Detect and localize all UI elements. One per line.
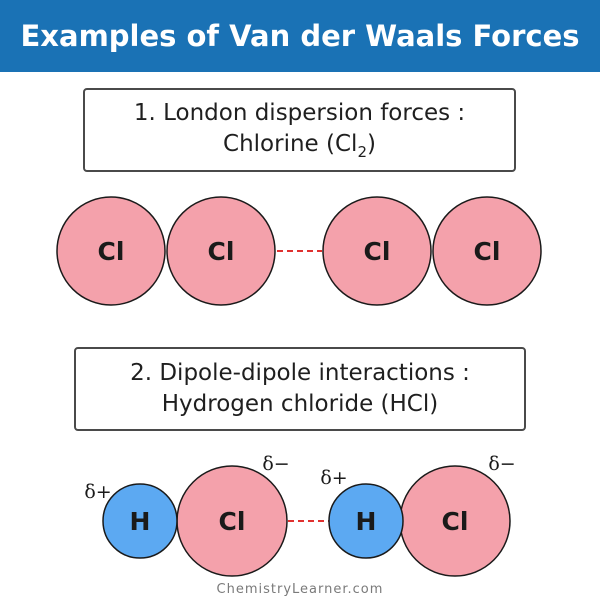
- hcl-hydrogen-atom-2: [328, 483, 404, 559]
- footer-brand: ChemistryLearner.com: [216, 582, 384, 597]
- partial-positive-charge-2: δ+: [320, 467, 347, 489]
- chlorine-atom-a: [56, 196, 166, 306]
- hcl-molecule-left: H Cl δ+ δ−: [84, 453, 290, 577]
- partial-negative-charge-2: δ−: [488, 453, 515, 475]
- partial-negative-charge-1: δ−: [262, 453, 289, 475]
- section-heading-london: 1. London dispersion forces :: [133, 100, 466, 126]
- hcl-hydrogen-atom-2-label: H: [356, 507, 377, 536]
- chlorine-label-prefix: Chlorine (Cl: [223, 131, 358, 157]
- section-subheading-hcl: Hydrogen chloride (HCl): [161, 391, 439, 417]
- hcl-chlorine-atom-1-label: Cl: [219, 507, 246, 536]
- section-subheading-chlorine: Chlorine (Cl2): [223, 129, 376, 162]
- hcl-chlorine-atom-2-label: Cl: [442, 507, 469, 536]
- hcl-molecule-right: H Cl δ+ δ−: [320, 453, 516, 577]
- section-box-dipole: 2. Dipole-dipole interactions : Hydrogen…: [74, 347, 526, 431]
- chlorine-subscript: 2: [357, 143, 367, 161]
- section-heading-dipole: 2. Dipole-dipole interactions :: [130, 360, 470, 386]
- hcl-hydrogen-atom-1: [102, 483, 178, 559]
- chlorine-atom-c-label: Cl: [364, 237, 391, 266]
- chlorine-atom-b-label: Cl: [208, 237, 235, 266]
- partial-positive-charge-1: δ+: [84, 481, 111, 503]
- chlorine-molecule-right: Cl Cl: [322, 196, 542, 306]
- chlorine-atom-a-label: Cl: [98, 237, 125, 266]
- chlorine-molecule-left: Cl Cl: [56, 196, 276, 306]
- section-box-london: 1. London dispersion forces : Chlorine (…: [83, 88, 516, 172]
- page-title: Examples of Van der Waals Forces: [20, 19, 580, 53]
- chlorine-atom-d-label: Cl: [474, 237, 501, 266]
- chlorine-atom-b: [166, 196, 276, 306]
- chlorine-atom-d: [432, 196, 542, 306]
- chlorine-label-suffix: ): [366, 131, 376, 157]
- chlorine-atom-c: [322, 196, 432, 306]
- hcl-hydrogen-atom-1-label: H: [130, 507, 151, 536]
- header-banner: Examples of Van der Waals Forces: [0, 0, 600, 72]
